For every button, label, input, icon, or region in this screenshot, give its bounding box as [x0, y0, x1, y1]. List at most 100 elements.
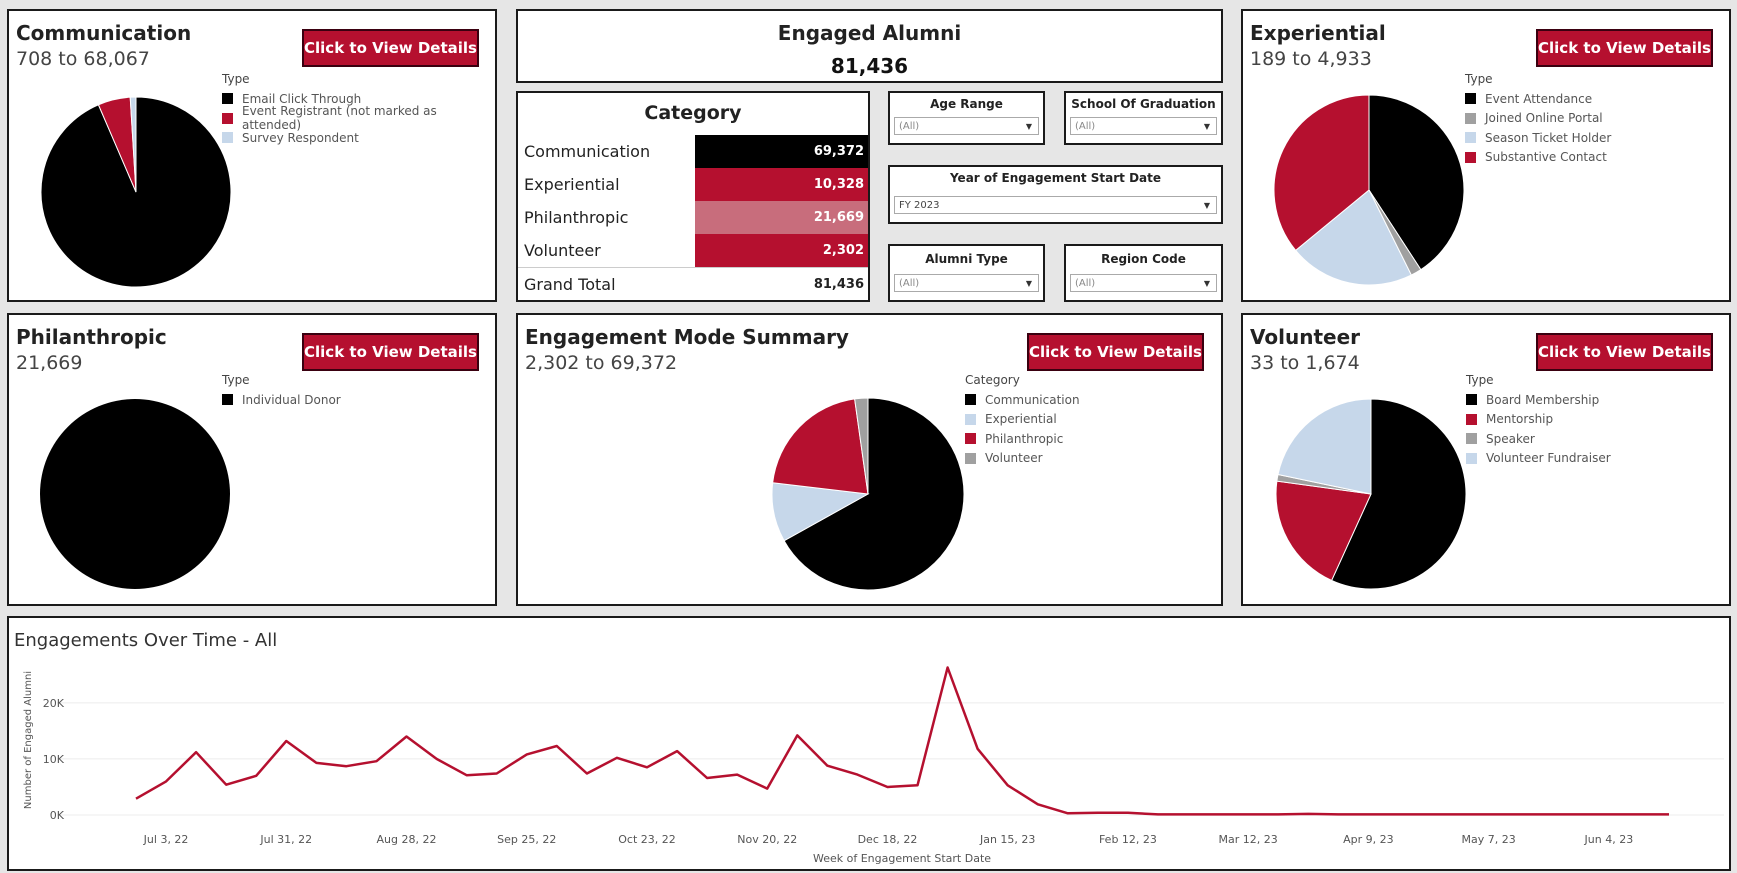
- y-tick-label: 10K: [43, 753, 65, 766]
- data-point[interactable]: [1517, 812, 1521, 816]
- legend-title: Type: [1466, 373, 1494, 387]
- category-value: 10,328: [695, 168, 868, 201]
- data-point[interactable]: [344, 764, 348, 768]
- legend-item-substantive-contact[interactable]: Substantive Contact: [1465, 148, 1611, 168]
- legend-item-mentorship[interactable]: Mentorship: [1466, 410, 1611, 430]
- data-point[interactable]: [405, 735, 409, 739]
- data-point[interactable]: [585, 772, 589, 776]
- data-point[interactable]: [765, 787, 769, 791]
- legend-item-survey-respondent[interactable]: Survey Respondent: [222, 128, 495, 148]
- volunteer-details-button[interactable]: Click to View Details: [1536, 333, 1713, 371]
- legend-item-volunteer-fundraiser[interactable]: Volunteer Fundraiser: [1466, 449, 1611, 469]
- engagement-mode-panel: Engagement Mode Summary 2,302 to 69,372 …: [516, 313, 1223, 606]
- legend-item-philanthropic[interactable]: Philanthropic: [965, 429, 1080, 449]
- data-point[interactable]: [1096, 811, 1100, 815]
- legend-item-board-membership[interactable]: Board Membership: [1466, 390, 1611, 410]
- data-point[interactable]: [1006, 783, 1010, 787]
- experiential-details-button[interactable]: Click to View Details: [1536, 29, 1713, 67]
- data-point[interactable]: [1366, 812, 1370, 816]
- volunteer-legend: Type Board Membership Mentorship Speaker Vol…: [1466, 373, 1611, 468]
- data-point[interactable]: [615, 756, 619, 760]
- legend-item-speaker[interactable]: Speaker: [1466, 429, 1611, 449]
- alumni-type-select[interactable]: (All) ▼: [894, 274, 1039, 292]
- data-point[interactable]: [916, 783, 920, 787]
- legend-item-volunteer[interactable]: Volunteer: [965, 449, 1080, 469]
- data-point[interactable]: [555, 744, 559, 748]
- data-point[interactable]: [946, 666, 950, 670]
- region-select[interactable]: (All) ▼: [1070, 274, 1217, 292]
- legend-item-experiential[interactable]: Experiential: [965, 410, 1080, 430]
- age-range-select[interactable]: (All) ▼: [894, 117, 1039, 135]
- legend-swatch: [222, 112, 233, 124]
- legend-item-event-attendance[interactable]: Event Attendance: [1465, 89, 1611, 109]
- experiential-title: Experiential: [1250, 21, 1386, 45]
- data-point[interactable]: [1186, 812, 1190, 816]
- data-point[interactable]: [735, 773, 739, 777]
- school-filter[interactable]: School Of Graduation (All) ▼: [1064, 91, 1223, 145]
- data-point[interactable]: [254, 774, 258, 778]
- data-point[interactable]: [1487, 812, 1491, 816]
- legend-item-season-ticket-holder[interactable]: Season Ticket Holder: [1465, 128, 1611, 148]
- data-point[interactable]: [465, 773, 469, 777]
- data-point[interactable]: [675, 749, 679, 753]
- year-filter[interactable]: Year of Engagement Start Date FY 2023 ▼: [888, 165, 1223, 224]
- data-point[interactable]: [1396, 812, 1400, 816]
- data-point[interactable]: [435, 757, 439, 761]
- data-point[interactable]: [134, 797, 138, 801]
- year-select[interactable]: FY 2023 ▼: [894, 196, 1217, 214]
- volunteer-pie-chart: [1275, 398, 1467, 590]
- data-point[interactable]: [164, 779, 168, 783]
- data-point[interactable]: [705, 776, 709, 780]
- age-range-filter[interactable]: Age Range (All) ▼: [888, 91, 1045, 145]
- legend-item-event-registrant-not-marked-as-attended[interactable]: Event Registrant (not marked as attended…: [222, 104, 495, 132]
- category-row-philanthropic[interactable]: Philanthropic 21,669: [518, 201, 868, 234]
- data-point[interactable]: [1156, 812, 1160, 816]
- data-point[interactable]: [645, 765, 649, 769]
- data-point[interactable]: [1036, 802, 1040, 806]
- philanthropic-details-button[interactable]: Click to View Details: [302, 333, 479, 371]
- engagement-mode-details-button[interactable]: Click to View Details: [1027, 333, 1204, 371]
- communication-legend: Type Email Click Through Event Registrant …: [222, 72, 495, 148]
- legend-item-communication[interactable]: Communication: [965, 390, 1080, 410]
- data-point[interactable]: [1126, 811, 1130, 815]
- engaged-alumni-title: Engaged Alumni: [777, 21, 962, 45]
- data-point[interactable]: [976, 747, 980, 751]
- data-point[interactable]: [1216, 812, 1220, 816]
- data-point[interactable]: [885, 785, 889, 789]
- data-point[interactable]: [284, 739, 288, 743]
- pie-slice-communication: [783, 397, 965, 591]
- data-point[interactable]: [1336, 812, 1340, 816]
- data-point[interactable]: [1547, 812, 1551, 816]
- data-point[interactable]: [1306, 812, 1310, 816]
- data-point[interactable]: [855, 773, 859, 777]
- data-point[interactable]: [194, 750, 198, 754]
- data-point[interactable]: [224, 783, 228, 787]
- category-label: Volunteer: [524, 241, 601, 260]
- data-point[interactable]: [1607, 812, 1611, 816]
- legend-item-joined-online-portal[interactable]: Joined Online Portal: [1465, 109, 1611, 129]
- category-row-volunteer[interactable]: Volunteer 2,302: [518, 234, 868, 267]
- data-point[interactable]: [795, 733, 799, 737]
- legend-item-individual-donor[interactable]: Individual Donor: [222, 390, 341, 410]
- legend-item-email-click-through[interactable]: Email Click Through: [222, 89, 495, 109]
- alumni-type-filter[interactable]: Alumni Type (All) ▼: [888, 244, 1045, 302]
- category-row-experiential[interactable]: Experiential 10,328: [518, 168, 868, 201]
- data-point[interactable]: [495, 772, 499, 776]
- data-point[interactable]: [1667, 812, 1671, 816]
- data-point[interactable]: [1457, 812, 1461, 816]
- data-point[interactable]: [1577, 812, 1581, 816]
- data-point[interactable]: [525, 752, 529, 756]
- data-point[interactable]: [1637, 812, 1641, 816]
- pie-slice-volunteer: [854, 397, 869, 495]
- data-point[interactable]: [825, 764, 829, 768]
- category-row-communication[interactable]: Communication 69,372: [518, 135, 868, 168]
- school-select[interactable]: (All) ▼: [1070, 117, 1217, 135]
- data-point[interactable]: [1427, 812, 1431, 816]
- data-point[interactable]: [1276, 812, 1280, 816]
- data-point[interactable]: [314, 761, 318, 765]
- data-point[interactable]: [1246, 812, 1250, 816]
- communication-details-button[interactable]: Click to View Details: [302, 29, 479, 67]
- region-filter[interactable]: Region Code (All) ▼: [1064, 244, 1223, 302]
- data-point[interactable]: [374, 759, 378, 763]
- data-point[interactable]: [1066, 811, 1070, 815]
